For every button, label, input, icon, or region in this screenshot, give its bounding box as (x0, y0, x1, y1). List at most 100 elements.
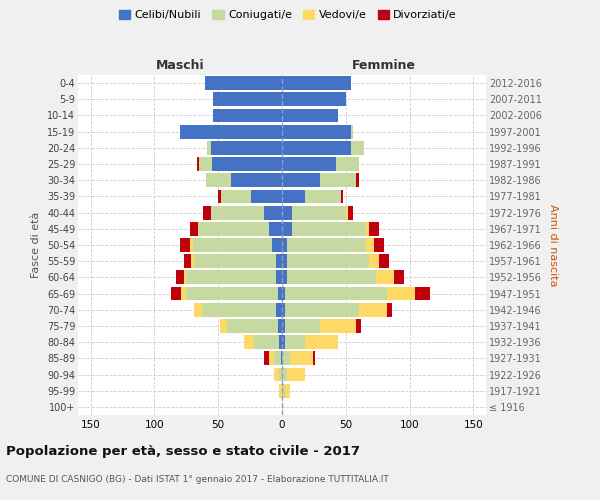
Bar (197, 157, 199, 171)
Bar (280, 336, 282, 349)
Bar (194, 254, 275, 268)
Bar (351, 141, 364, 154)
Bar (356, 319, 361, 333)
Bar (292, 222, 366, 235)
Bar (187, 270, 275, 284)
Bar (206, 174, 231, 187)
Bar (282, 384, 284, 398)
Bar (282, 92, 346, 106)
Bar (211, 141, 282, 154)
Bar (282, 352, 290, 365)
Bar (376, 270, 394, 284)
Bar (359, 303, 386, 316)
Bar (356, 174, 359, 187)
Bar (264, 352, 269, 365)
Bar (272, 238, 282, 252)
Bar (282, 336, 284, 349)
Bar (366, 238, 374, 252)
Bar (287, 368, 305, 382)
Bar (282, 222, 292, 235)
Bar (282, 286, 284, 300)
Bar (278, 319, 282, 333)
Bar (269, 352, 274, 365)
Bar (379, 254, 389, 268)
Bar (207, 141, 211, 154)
Bar (203, 206, 211, 220)
Bar (202, 303, 275, 316)
Bar (206, 76, 282, 90)
Bar (278, 286, 282, 300)
Bar (264, 206, 282, 220)
Bar (275, 270, 282, 284)
Bar (251, 190, 282, 203)
Bar (180, 125, 282, 138)
Bar (335, 157, 359, 171)
Bar (184, 254, 191, 268)
Bar (211, 206, 264, 220)
Bar (284, 303, 359, 316)
Bar (213, 108, 282, 122)
Bar (282, 108, 338, 122)
Bar (180, 238, 190, 252)
Bar (282, 206, 292, 220)
Bar (171, 286, 181, 300)
Bar (282, 368, 287, 382)
Bar (320, 174, 356, 187)
Bar (193, 238, 272, 252)
Bar (374, 238, 384, 252)
Bar (194, 303, 202, 316)
Bar (305, 336, 338, 349)
Bar (269, 222, 282, 235)
Bar (190, 238, 193, 252)
Bar (213, 92, 282, 106)
Text: Maschi: Maschi (155, 60, 205, 72)
Bar (181, 286, 187, 300)
Bar (394, 270, 404, 284)
Bar (280, 384, 282, 398)
Bar (282, 190, 305, 203)
Bar (415, 286, 430, 300)
Bar (284, 319, 320, 333)
Legend: Celibi/Nubili, Coniugati/e, Vedovi/e, Divorziati/e: Celibi/Nubili, Coniugati/e, Vedovi/e, Di… (115, 6, 461, 25)
Bar (351, 125, 353, 138)
Bar (386, 286, 415, 300)
Bar (369, 254, 379, 268)
Bar (284, 286, 386, 300)
Bar (282, 238, 287, 252)
Text: Femmine: Femmine (352, 60, 416, 72)
Bar (274, 368, 280, 382)
Bar (227, 319, 278, 333)
Bar (282, 174, 320, 187)
Bar (184, 270, 187, 284)
Bar (212, 157, 282, 171)
Bar (281, 352, 282, 365)
Bar (284, 384, 290, 398)
Bar (275, 254, 282, 268)
Y-axis label: Fasce di età: Fasce di età (31, 212, 41, 278)
Bar (198, 222, 269, 235)
Bar (290, 352, 313, 365)
Bar (282, 303, 284, 316)
Bar (346, 206, 349, 220)
Bar (218, 190, 221, 203)
Bar (320, 319, 356, 333)
Bar (287, 238, 366, 252)
Bar (284, 336, 305, 349)
Bar (282, 270, 287, 284)
Bar (282, 319, 284, 333)
Bar (244, 336, 254, 349)
Bar (369, 222, 379, 235)
Bar (191, 254, 194, 268)
Bar (287, 254, 369, 268)
Y-axis label: Anni di nascita: Anni di nascita (548, 204, 559, 286)
Bar (282, 141, 351, 154)
Bar (199, 157, 212, 171)
Bar (305, 190, 341, 203)
Bar (254, 336, 280, 349)
Bar (282, 76, 351, 90)
Bar (282, 254, 287, 268)
Bar (187, 286, 278, 300)
Bar (176, 270, 184, 284)
Bar (220, 319, 227, 333)
Bar (231, 174, 282, 187)
